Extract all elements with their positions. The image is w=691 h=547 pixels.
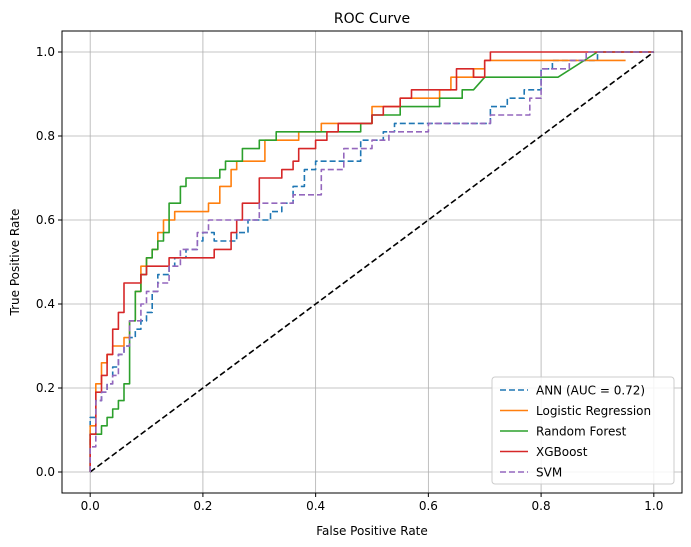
y-tick-label: 0.2 bbox=[36, 381, 55, 395]
legend-label: ANN (AUC = 0.72) bbox=[536, 384, 645, 398]
legend: ANN (AUC = 0.72) Logistic Regression Rando… bbox=[491, 376, 675, 485]
series-line-random-forest bbox=[89, 51, 654, 472]
x-tick-label: 0.6 bbox=[419, 499, 438, 513]
chance-diagonal-line bbox=[89, 51, 655, 473]
x-tick-label: 0.8 bbox=[532, 499, 551, 513]
x-tick-label: 0.4 bbox=[306, 499, 325, 513]
x-tick-label: 1.0 bbox=[644, 499, 663, 513]
chart-title: ROC Curve bbox=[334, 11, 410, 27]
x-ticks: 0.0 0.2 0.4 0.6 0.8 1.0 bbox=[81, 493, 663, 513]
y-tick-label: 0.6 bbox=[36, 213, 55, 227]
series-line-svm bbox=[89, 51, 654, 472]
legend-label: SVM bbox=[536, 466, 562, 480]
legend-label: XGBoost bbox=[536, 445, 588, 459]
diagonal-reference bbox=[89, 51, 655, 473]
x-tick-label: 0.2 bbox=[193, 499, 212, 513]
y-tick-label: 0.0 bbox=[36, 465, 55, 479]
y-tick-label: 1.0 bbox=[36, 45, 55, 59]
legend-entries: ANN (AUC = 0.72) Logistic Regression Rando… bbox=[500, 384, 651, 480]
x-axis-label: False Positive Rate bbox=[316, 524, 428, 538]
legend-label: Random Forest bbox=[536, 425, 627, 439]
axes-frame bbox=[61, 30, 683, 494]
series-group bbox=[89, 51, 654, 472]
y-ticks: 0.0 0.2 0.4 0.6 0.8 1.0 bbox=[36, 45, 62, 479]
legend-box bbox=[491, 376, 675, 485]
y-tick-label: 0.8 bbox=[36, 129, 55, 143]
series-line-logistic-regression bbox=[89, 59, 626, 472]
x-tick-label: 0.0 bbox=[81, 499, 100, 513]
y-axis-label: True Positive Rate bbox=[8, 209, 22, 317]
legend-label: Logistic Regression bbox=[536, 404, 651, 418]
y-tick-label: 0.4 bbox=[36, 297, 55, 311]
